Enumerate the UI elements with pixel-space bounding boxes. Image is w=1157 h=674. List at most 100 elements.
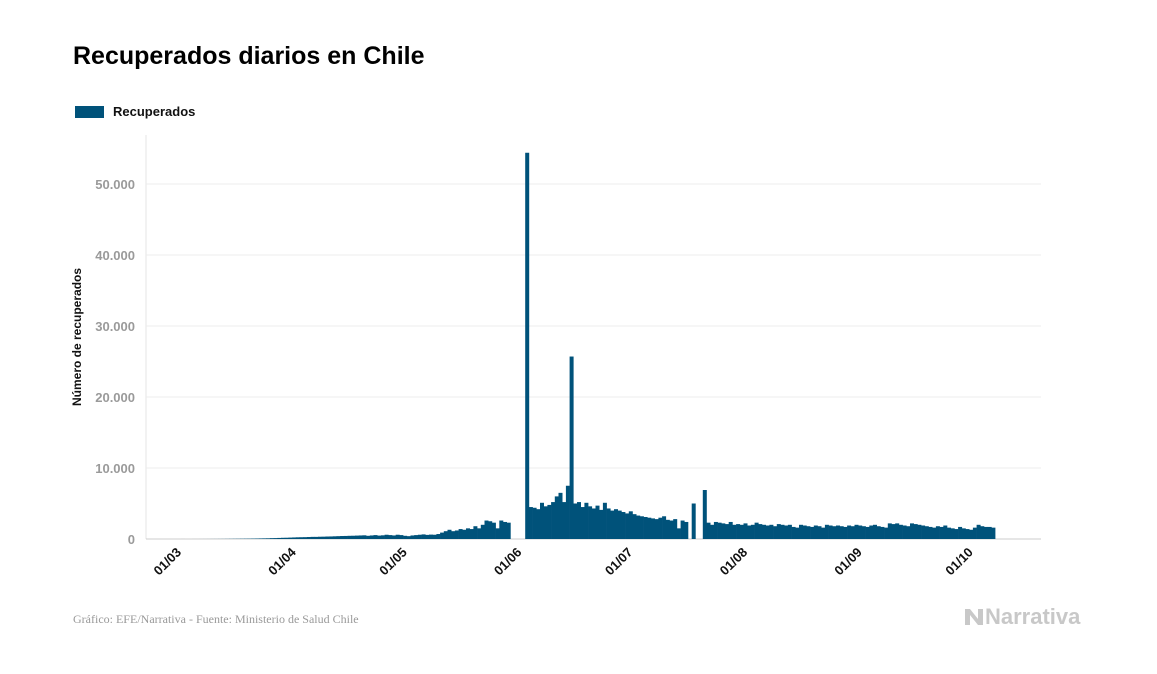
bar [658, 517, 663, 539]
bar [843, 526, 848, 539]
bar [647, 517, 652, 539]
bar [721, 523, 726, 539]
bar [503, 521, 507, 539]
bar [776, 524, 781, 539]
bar [732, 524, 737, 539]
bar [373, 535, 378, 539]
bar [810, 526, 815, 539]
bar [584, 502, 589, 539]
bar [891, 524, 896, 539]
bar [558, 492, 563, 539]
bar [928, 526, 933, 539]
bar [680, 520, 685, 539]
x-tick-label: 01/10 [942, 545, 976, 579]
bar [532, 507, 537, 539]
bar [525, 152, 530, 539]
bar [765, 525, 770, 539]
bar [281, 537, 285, 539]
bar [713, 521, 718, 539]
bar [606, 508, 611, 539]
bar [902, 525, 907, 539]
bar [873, 524, 877, 539]
bar [569, 356, 574, 539]
bar [288, 537, 293, 539]
bar [425, 534, 430, 539]
bar [499, 520, 504, 539]
bar [976, 524, 981, 539]
bar [943, 525, 948, 539]
bar [710, 524, 715, 539]
bar [599, 509, 604, 539]
source-footer: Gráfico: EFE/Narrativa - Fuente: Ministe… [73, 612, 359, 626]
bar [292, 537, 297, 539]
bar [332, 536, 337, 539]
bar [906, 526, 911, 539]
bar [410, 535, 415, 539]
bar [406, 536, 411, 539]
bar [628, 511, 633, 539]
bar [821, 527, 826, 539]
bar [347, 535, 352, 539]
bar [565, 485, 570, 539]
bar [954, 529, 959, 539]
bar [366, 535, 371, 539]
bar [884, 527, 889, 539]
bar [673, 519, 678, 539]
bar [351, 535, 356, 539]
bar [580, 507, 585, 539]
narrativa-logo: Narrativa [963, 604, 1080, 630]
bar [921, 525, 926, 539]
x-tick-label: 01/07 [602, 545, 636, 579]
bar [865, 526, 870, 539]
bar [847, 525, 852, 539]
bar [643, 516, 648, 539]
bar [318, 536, 322, 539]
bar [791, 526, 796, 539]
bar [958, 526, 963, 539]
x-tick-label: 01/09 [831, 545, 865, 579]
bar [403, 535, 408, 539]
bar [273, 538, 278, 539]
bar [965, 529, 970, 539]
bar [573, 503, 578, 539]
bar [839, 526, 844, 539]
bar [784, 525, 789, 539]
bar [702, 490, 707, 539]
legend-swatch [75, 105, 104, 118]
bar [384, 534, 389, 539]
bar [850, 526, 855, 539]
bar [743, 523, 748, 539]
bar [913, 524, 918, 539]
bar [469, 529, 474, 539]
bar [540, 502, 544, 539]
bar [780, 524, 785, 539]
bar [836, 525, 840, 539]
y-tick-label: 20.000 [95, 390, 135, 405]
bar [447, 529, 452, 539]
bar [477, 528, 482, 539]
bar [591, 508, 596, 539]
bar [588, 506, 593, 539]
bar [458, 529, 463, 539]
bar [266, 538, 271, 539]
bar [917, 524, 922, 539]
bar [299, 537, 304, 539]
bar [991, 527, 996, 539]
bar [632, 514, 637, 539]
bar [362, 535, 367, 539]
y-axis-label: Número de recuperados [70, 268, 84, 406]
bar [336, 536, 341, 539]
y-tick-label: 10.000 [95, 461, 135, 476]
bar [806, 526, 811, 539]
bar [691, 503, 696, 539]
bar [750, 524, 755, 539]
bar [543, 506, 548, 539]
bar [343, 535, 348, 539]
bar [429, 534, 433, 539]
bar [303, 537, 308, 539]
bar [306, 537, 311, 539]
bar [262, 538, 267, 539]
bar [636, 515, 641, 539]
bar [987, 526, 992, 539]
